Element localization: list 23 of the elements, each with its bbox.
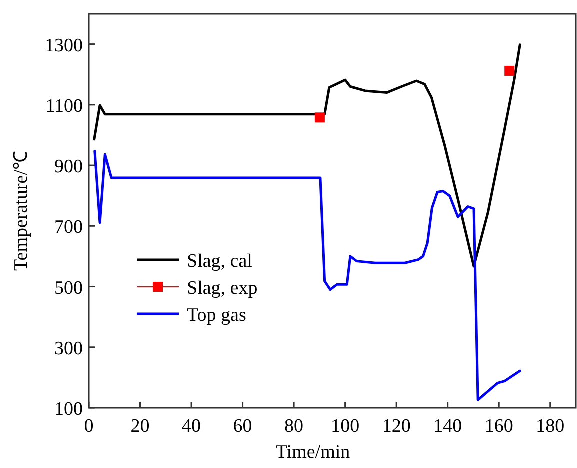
x-tick-label: 60 — [233, 416, 252, 437]
y-tick-label: 1300 — [45, 35, 83, 56]
x-tick-label: 120 — [382, 416, 411, 437]
x-tick-label: 140 — [434, 416, 462, 437]
y-tick-label: 700 — [54, 217, 83, 238]
x-tick-label: 160 — [484, 416, 514, 437]
x-tick-label: 180 — [536, 416, 565, 437]
x-tick-label: 80 — [284, 416, 304, 437]
y-tick-label: 300 — [54, 338, 83, 360]
y-axis-title: Temperature/℃ — [11, 150, 32, 272]
legend-label: Top gas — [187, 305, 246, 326]
legend-label: Slag, exp — [187, 278, 258, 299]
y-tick-label: 500 — [54, 278, 83, 299]
x-tick-label: 100 — [331, 416, 360, 437]
y-tick-label: 100 — [54, 399, 83, 420]
x-tick-label: 40 — [182, 416, 202, 437]
x-axis-title: Time/min — [276, 442, 351, 463]
x-tick-label: 0 — [84, 416, 94, 437]
y-tick-label: 1100 — [46, 96, 83, 117]
x-tick-label: 20 — [130, 416, 150, 437]
line-series — [94, 150, 522, 402]
y-tick-label: 900 — [54, 156, 83, 178]
legend-label: Slag, cal — [187, 251, 252, 272]
